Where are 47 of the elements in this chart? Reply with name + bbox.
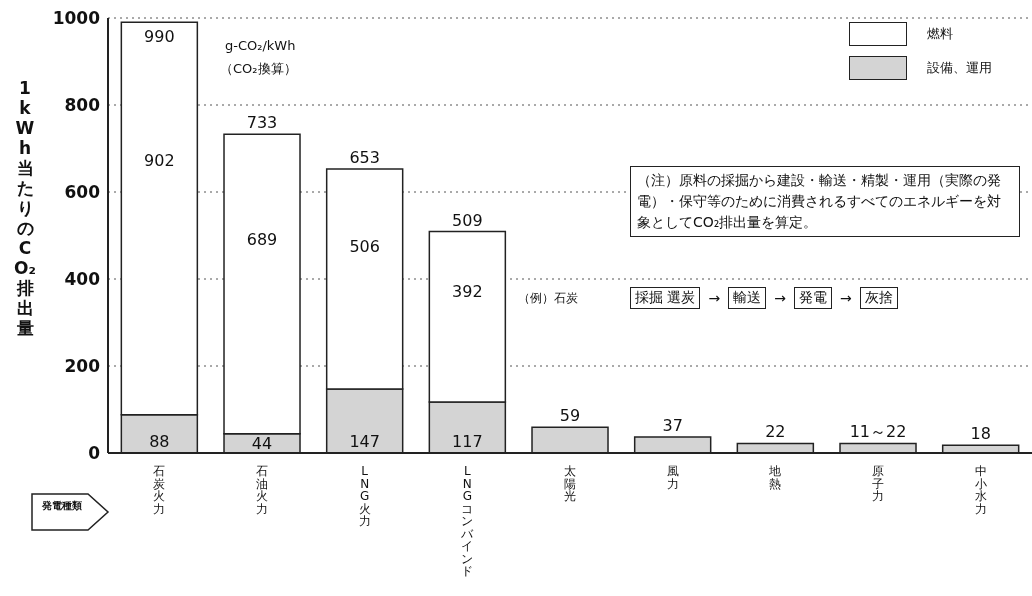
y-tick-label: 600 [64,182,101,203]
x-tick-label: LNG火力 [358,464,371,528]
x-tick-label: 風力 [666,464,679,491]
x-tick-label: 原子力 [872,464,884,503]
category-label: LNGコンバインド [461,464,474,578]
x-tick-label: 石炭火力 [153,464,166,516]
data-label: 147 [349,432,380,451]
annotation: → [839,290,852,306]
total-label: 733 [246,113,278,133]
legend-label: 設備、運用 [927,59,992,77]
y-tick-label: 200 [64,356,101,377]
annotation: g-CO₂/kWh [225,38,296,53]
x-tick-label: 中小水力 [974,464,987,516]
annotation: 灰捨 [859,287,898,309]
x-tick-label: 地熱 [768,464,782,491]
data-label: 392 [452,282,483,302]
data-label: 117 [452,432,483,451]
annotation: （例）石炭 [518,290,578,307]
total-label: 11～22 [849,422,907,442]
annotation: 採掘 選炭 [630,287,701,309]
text: 1kWh当たりのCO₂排出量 [14,78,36,338]
annotation: → [774,290,786,306]
legend-label: 燃料 [927,25,953,43]
text: 発電種類 [41,500,83,512]
y-tick-label: 800 [64,95,101,116]
y-tick-label: 1000 [52,8,101,29]
annotation: （CO₂換算） [220,60,297,78]
total-label: 22 [765,422,786,442]
annotation: 輸送 [728,287,767,309]
data-label: 902 [144,150,175,170]
annotation: → [708,290,721,306]
total-label: 37 [662,415,683,435]
x-tick-label: 太陽光 [564,464,576,503]
data-label: 88 [149,432,170,451]
annotation: 発電 [793,287,832,309]
x-tick-label: 石油火力 [256,464,268,516]
total-label: 59 [559,406,581,426]
total-label: 653 [349,147,380,167]
data-label: 689 [246,230,278,250]
data-label: 506 [349,236,380,256]
data-label: 44 [251,434,273,454]
y-tick-label: 400 [64,269,101,290]
annotation: （注）原料の採掘から建設・輸送・精製・運用（実際の発電）・保守等のために消費されるすべてのエネルギーを対象としてCO₂排出量を算定。 [630,166,1020,237]
total-label: 509 [452,210,483,230]
y-tick-label: 0 [88,443,101,464]
total-label: 990 [144,27,175,47]
total-label: 18 [970,424,991,444]
